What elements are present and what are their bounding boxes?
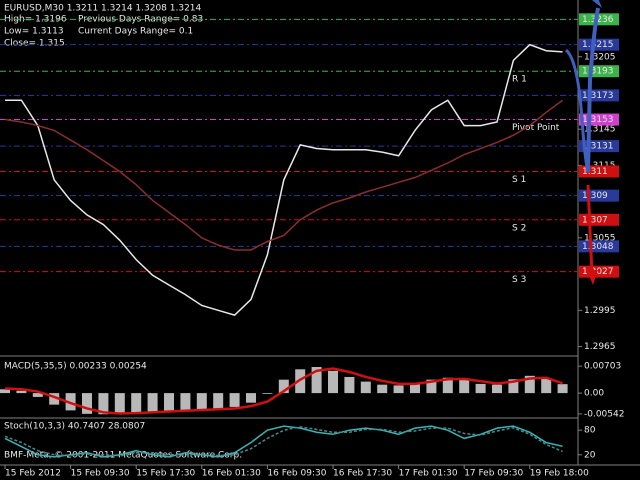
level-label: 1.3215 xyxy=(582,40,614,50)
macd-bar xyxy=(508,379,519,394)
macd-bar xyxy=(65,393,76,411)
level-box xyxy=(579,240,619,253)
level-name: S 2 xyxy=(512,223,526,233)
stoch-line xyxy=(4,426,563,457)
arrow xyxy=(586,7,600,173)
x-tick-label: 15 Feb 17:30 xyxy=(136,469,195,479)
level-label: 1.307 xyxy=(582,215,608,225)
macd-bar xyxy=(393,385,404,394)
macd-bar xyxy=(311,366,322,394)
macd-bar xyxy=(557,384,568,394)
level-label: 1.3193 xyxy=(582,67,614,77)
macd-bar xyxy=(16,390,27,394)
x-tick-label: 17 Feb 01:30 xyxy=(399,469,458,479)
macd-bar xyxy=(541,378,552,394)
y-tick-label: -0.00542 xyxy=(584,409,624,419)
level-name: R 1 xyxy=(512,75,527,85)
macd-bar xyxy=(492,384,502,394)
macd-bar xyxy=(147,393,158,412)
x-tick-label: 16 Feb 09:30 xyxy=(267,469,326,479)
macd-bar xyxy=(82,393,92,414)
macd-bar xyxy=(410,383,420,394)
price-line xyxy=(4,99,564,251)
level-label: 1.3173 xyxy=(582,91,614,101)
x-tick-label: 19 Feb 18:00 xyxy=(530,469,589,479)
macd-bar xyxy=(49,393,60,405)
level-label: 1.3027 xyxy=(582,267,614,277)
macd-bar xyxy=(32,393,43,397)
level-box xyxy=(579,13,619,26)
macd-bar xyxy=(196,393,207,410)
y-tick-label: 80 xyxy=(584,426,596,436)
macd-bar xyxy=(114,393,125,414)
level-label: 1.3153 xyxy=(582,115,614,125)
chart-title: EURUSD,M30 1.3211 1.3214 1.3208 1.3214 xyxy=(4,4,202,14)
stoch-line xyxy=(4,425,563,458)
macd-bar xyxy=(442,377,453,394)
level-name: Pivot Point xyxy=(512,123,560,133)
info-line: Current Days Range= 0.1 xyxy=(78,27,193,37)
macd-bar xyxy=(180,393,191,411)
macd-bar xyxy=(328,370,338,394)
level-name: S 1 xyxy=(512,175,526,185)
signal-line xyxy=(4,367,564,415)
macd-bar xyxy=(229,393,240,407)
macd-bar xyxy=(344,376,355,394)
info-line: High= 1.3196 xyxy=(4,15,67,25)
macd-bar xyxy=(131,393,142,413)
macd-bar xyxy=(524,375,535,394)
y-tick-label: 0.00 xyxy=(584,389,604,399)
macd-bar xyxy=(98,393,109,415)
macd-bar xyxy=(475,383,486,394)
arrow xyxy=(564,48,590,173)
macd-bar xyxy=(459,380,470,394)
y-tick-label: 20 xyxy=(584,450,596,460)
macd-bar xyxy=(213,393,224,409)
level-box xyxy=(579,38,619,51)
x-tick-label: 17 Feb 09:30 xyxy=(464,469,523,479)
macd-bar xyxy=(278,379,289,394)
y-tick-label: 1.2995 xyxy=(584,306,616,316)
macd-bar xyxy=(360,381,371,394)
level-label: 1.3048 xyxy=(582,242,614,252)
level-name: S 3 xyxy=(512,275,526,285)
macd-bar xyxy=(164,393,174,411)
macd-bar xyxy=(377,384,388,394)
level-label: 1.311 xyxy=(582,167,608,177)
y-tick-label: 1.3055 xyxy=(584,233,616,243)
x-tick-label: 15 Feb 09:30 xyxy=(71,469,130,479)
arrow-head xyxy=(587,270,598,285)
info-line: Low= 1.3113 xyxy=(4,27,64,37)
y-tick-label: 1.3145 xyxy=(584,125,616,135)
arrow xyxy=(586,184,594,276)
arrow-head xyxy=(592,0,602,8)
price-line xyxy=(5,43,563,316)
macd-title: MACD(5,35,5) 0.00233 0.00254 xyxy=(4,362,147,372)
x-tick-label: 15 Feb 2012 xyxy=(5,469,61,479)
y-tick-label: 1.3205 xyxy=(584,52,616,62)
y-tick-label: 1.2965 xyxy=(584,342,616,352)
macd-bar xyxy=(246,393,256,403)
macd-bar xyxy=(0,389,10,394)
macd-bar xyxy=(426,379,437,394)
macd-bar xyxy=(295,369,306,394)
level-label: 1.309 xyxy=(582,191,608,201)
level-label: 1.3131 xyxy=(582,142,614,152)
info-line: Close= 1.315 xyxy=(4,39,65,49)
macd-bar xyxy=(262,393,273,394)
stoch-title: Stoch(10,3,3) 40.7407 28.0807 xyxy=(4,422,145,432)
plot-layer: 1.32051.31451.31151.30551.29951.29651.32… xyxy=(0,13,624,479)
y-tick-label: 0.00703 xyxy=(584,362,621,372)
x-tick-label: 16 Feb 17:30 xyxy=(333,469,392,479)
x-tick-label: 16 Feb 01:30 xyxy=(202,469,261,479)
